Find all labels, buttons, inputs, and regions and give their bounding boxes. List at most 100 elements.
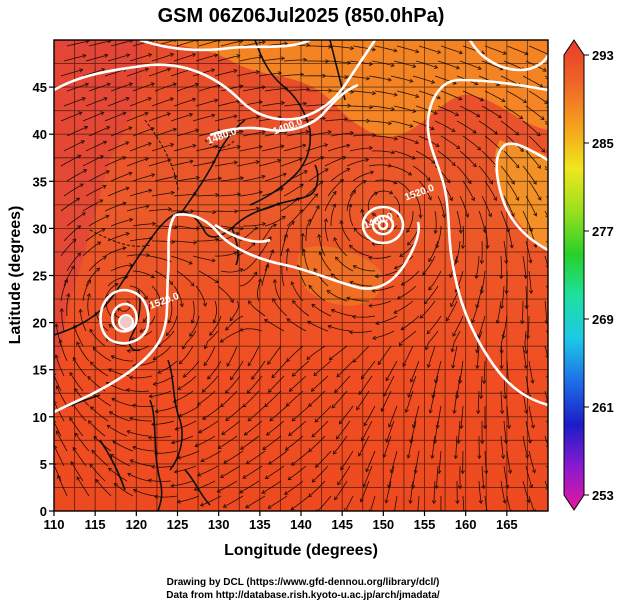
streamline-arrow-711 (531, 509, 536, 511)
streamline-arrow-197 (365, 157, 370, 163)
streamline-arrow-432 (452, 332, 457, 337)
streamline-arrow-22 (550, 44, 554, 47)
streamline-467 (203, 345, 216, 366)
streamline-687 (500, 480, 506, 504)
streamline-322 (60, 238, 77, 257)
streamline-arrow-574 (549, 405, 553, 408)
streamline-arrow-480 (499, 365, 504, 370)
streamline-arrow-366 (528, 290, 534, 295)
streamline-arrow-564 (314, 418, 319, 423)
colorbar: 293 285 277 269 261 253 (563, 39, 614, 511)
streamline-392 (82, 279, 91, 302)
streamline-arrow-143 (195, 128, 200, 133)
streamline-arrow-593 (456, 440, 461, 445)
streamline-698 (223, 495, 244, 508)
streamline-351 (198, 270, 219, 283)
streamline-arrow-516 (267, 388, 272, 393)
streamline-arrow-686 (478, 500, 483, 505)
streamline-arrow-122 (233, 114, 238, 119)
streamline-39 (415, 60, 438, 69)
contour-north-1 (54, 40, 377, 121)
streamline-arrow-464 (126, 348, 131, 354)
streamline-470 (267, 345, 282, 365)
streamline-164 (129, 142, 152, 152)
streamline-arrow-418 (139, 328, 144, 333)
streamline-650 (174, 465, 197, 473)
streamline-95 (129, 97, 152, 107)
streamline-667 (54, 464, 62, 482)
y-tick-label-8: 40 (33, 127, 47, 142)
streamline-arrow-504 (530, 379, 535, 384)
streamline-arrow-126 (321, 116, 327, 121)
streamline-84 (396, 90, 419, 98)
streamline-286 (286, 209, 303, 227)
streamline-83 (374, 90, 398, 96)
streamline-arrow-618 (500, 455, 506, 460)
streamline-52 (192, 69, 215, 77)
streamline-arrow-265 (332, 190, 337, 195)
streamline-548 (477, 390, 480, 414)
streamline-arrow-467 (203, 362, 208, 367)
streamline-47 (82, 68, 105, 77)
streamline-arrow-638 (437, 470, 442, 475)
streamline-670 (108, 467, 128, 482)
streamline-arrow-244 (389, 190, 394, 195)
y-tick-label-5: 25 (33, 269, 47, 284)
streamline-448 (286, 318, 307, 332)
streamline-arrow-345 (77, 252, 82, 257)
streamline-426 (311, 303, 332, 317)
streamline-165 (151, 143, 174, 152)
streamline-134 (478, 120, 498, 135)
streamline-464 (127, 345, 150, 352)
streamline-644 (54, 445, 65, 467)
colorbar-tick-label-5: 253 (592, 488, 614, 503)
streamline-261 (236, 207, 260, 212)
streamline-119 (148, 113, 171, 122)
streamline-61 (390, 75, 413, 82)
streamline-611 (333, 435, 348, 455)
streamline-566 (363, 405, 376, 426)
streamline-arrow-469 (247, 362, 252, 367)
streamline-313 (353, 227, 373, 242)
streamline-arrow-259 (212, 209, 217, 215)
streamline-arrow-63 (452, 80, 457, 85)
streamline-arrow-11 (328, 44, 333, 49)
streamline-408 (420, 300, 436, 319)
streamline-arrow-79 (306, 87, 311, 92)
streamline-arrow-406 (368, 303, 373, 308)
warm-region-east (494, 140, 548, 250)
streamline-445 (220, 330, 241, 343)
streamline-486 (111, 355, 133, 362)
streamline-327 (170, 255, 193, 265)
streamline-618 (500, 435, 504, 459)
streamline-167 (195, 145, 219, 152)
streamline-129 (368, 120, 392, 124)
streamline-arrow-94 (125, 96, 130, 101)
streamline-423 (248, 300, 266, 317)
streamline-arrow-429 (375, 321, 380, 326)
streamline-193 (258, 159, 281, 167)
streamline-617 (478, 436, 480, 459)
streamline-arrow-388 (500, 305, 505, 310)
streamline-176 (393, 150, 416, 160)
streamline-arrow-139 (106, 126, 111, 131)
streamline-691 (76, 476, 90, 497)
streamline-580 (151, 420, 175, 425)
streamline-arrow-426 (311, 303, 316, 308)
streamline-arrow-214 (239, 176, 245, 181)
streamline-558 (178, 405, 200, 417)
streamline-arrow-356 (301, 248, 307, 253)
streamline-612 (358, 435, 370, 457)
streamline-arrow-684 (431, 500, 437, 505)
streamline-arrow-598 (54, 420, 57, 423)
streamline-502 (483, 360, 486, 384)
streamline-557 (155, 405, 178, 412)
streamline-arrow-376 (253, 271, 258, 276)
streamline-arrow-166 (192, 143, 197, 149)
streamline-380 (313, 268, 329, 287)
streamline-462 (89, 329, 106, 347)
streamline-arrow-712 (549, 495, 552, 499)
streamline-arrow-529 (54, 372, 57, 376)
streamline-arrow-499 (409, 378, 414, 383)
streamline-arrow-111 (497, 114, 502, 119)
